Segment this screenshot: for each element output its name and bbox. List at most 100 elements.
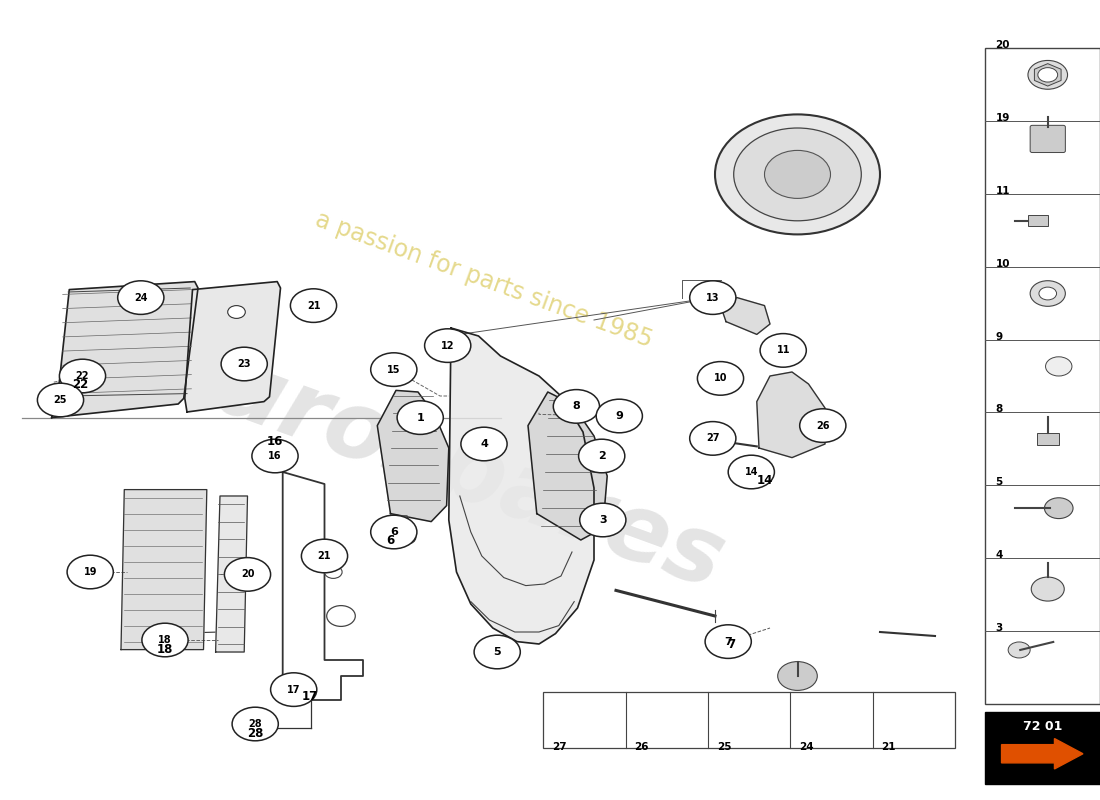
Circle shape — [433, 339, 464, 362]
Text: 5: 5 — [494, 647, 501, 657]
FancyBboxPatch shape — [543, 692, 955, 748]
Text: 24: 24 — [134, 293, 147, 302]
FancyBboxPatch shape — [1031, 126, 1066, 153]
Text: 27: 27 — [552, 742, 567, 752]
Text: 21: 21 — [318, 551, 331, 561]
Text: 21: 21 — [881, 742, 895, 752]
Circle shape — [398, 531, 416, 544]
Text: 22: 22 — [73, 378, 88, 390]
Text: 7: 7 — [724, 637, 733, 646]
Polygon shape — [216, 496, 248, 652]
Text: 4: 4 — [996, 550, 1003, 560]
Circle shape — [705, 625, 751, 658]
Circle shape — [728, 455, 774, 489]
Circle shape — [596, 399, 642, 433]
Text: 26: 26 — [816, 421, 829, 430]
Text: 25: 25 — [54, 395, 67, 405]
Circle shape — [371, 353, 417, 386]
Polygon shape — [1034, 64, 1062, 86]
Circle shape — [734, 128, 861, 221]
Text: 23: 23 — [238, 359, 251, 369]
Text: 21: 21 — [307, 301, 320, 310]
Circle shape — [228, 306, 245, 318]
Text: 27: 27 — [706, 434, 719, 443]
Text: 18: 18 — [157, 643, 173, 656]
Text: 28: 28 — [248, 727, 263, 740]
Text: 5: 5 — [996, 478, 1003, 487]
Ellipse shape — [1025, 422, 1069, 446]
Text: 1: 1 — [416, 413, 425, 422]
Text: 15: 15 — [387, 365, 400, 374]
Text: 12: 12 — [441, 341, 454, 350]
Circle shape — [800, 409, 846, 442]
Text: 20: 20 — [996, 40, 1010, 50]
Text: 8: 8 — [572, 402, 581, 411]
Text: 20: 20 — [241, 570, 254, 579]
Text: 10: 10 — [714, 374, 727, 383]
Text: 11: 11 — [777, 346, 790, 355]
FancyBboxPatch shape — [984, 712, 1100, 784]
Polygon shape — [757, 372, 825, 458]
Polygon shape — [720, 298, 770, 334]
Circle shape — [1032, 577, 1065, 601]
Circle shape — [1045, 357, 1071, 376]
FancyBboxPatch shape — [1027, 215, 1047, 226]
Circle shape — [59, 359, 106, 393]
Circle shape — [474, 635, 520, 669]
Text: 13: 13 — [706, 293, 719, 302]
Circle shape — [301, 539, 348, 573]
Circle shape — [697, 362, 744, 395]
Circle shape — [425, 329, 471, 362]
Circle shape — [142, 623, 188, 657]
Circle shape — [118, 281, 164, 314]
Circle shape — [232, 707, 278, 741]
FancyBboxPatch shape — [1036, 433, 1058, 445]
Circle shape — [290, 289, 337, 322]
Text: 17: 17 — [287, 685, 300, 694]
Polygon shape — [121, 490, 207, 650]
Text: 14: 14 — [757, 474, 772, 486]
Polygon shape — [449, 328, 594, 644]
Text: 9: 9 — [996, 331, 1002, 342]
Text: 28: 28 — [249, 719, 262, 729]
Text: 3: 3 — [600, 515, 606, 525]
Circle shape — [715, 114, 880, 234]
Text: 8: 8 — [996, 405, 1003, 414]
Circle shape — [397, 401, 443, 434]
Text: 19: 19 — [84, 567, 97, 577]
Text: 16: 16 — [268, 451, 282, 461]
Text: eurospares: eurospares — [143, 318, 737, 610]
Text: 9: 9 — [615, 411, 624, 421]
Text: 6: 6 — [386, 534, 395, 546]
Text: 7: 7 — [727, 638, 736, 650]
Circle shape — [1031, 281, 1065, 306]
FancyBboxPatch shape — [984, 48, 1100, 704]
Circle shape — [371, 515, 417, 549]
Circle shape — [760, 334, 806, 367]
Polygon shape — [52, 282, 198, 418]
Circle shape — [1008, 642, 1031, 658]
Circle shape — [461, 427, 507, 461]
Circle shape — [324, 566, 342, 578]
Polygon shape — [377, 390, 449, 522]
Circle shape — [579, 439, 625, 473]
Polygon shape — [185, 282, 280, 412]
Text: 26: 26 — [635, 742, 649, 752]
Text: 18: 18 — [158, 635, 172, 645]
Text: 10: 10 — [996, 258, 1010, 269]
Text: 4: 4 — [480, 439, 488, 449]
Text: 14: 14 — [745, 467, 758, 477]
Text: 24: 24 — [799, 742, 814, 752]
Circle shape — [1038, 287, 1056, 300]
Circle shape — [67, 555, 113, 589]
Circle shape — [224, 558, 271, 591]
Text: 16: 16 — [267, 435, 283, 448]
Circle shape — [553, 390, 600, 423]
Circle shape — [271, 673, 317, 706]
Text: 2: 2 — [597, 451, 606, 461]
Circle shape — [327, 606, 355, 626]
Polygon shape — [528, 392, 607, 540]
Text: 6: 6 — [389, 527, 398, 537]
Polygon shape — [383, 516, 412, 546]
Circle shape — [690, 422, 736, 455]
